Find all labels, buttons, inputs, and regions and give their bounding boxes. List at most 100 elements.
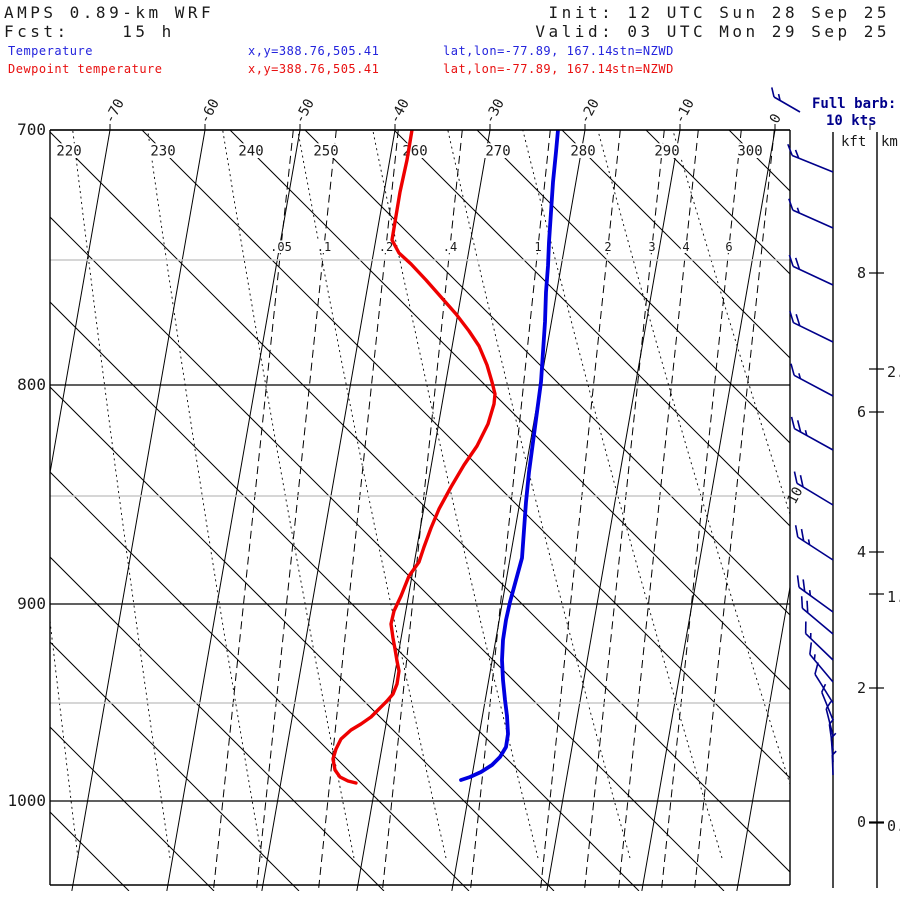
- mixing-ratio-label: .4: [443, 240, 457, 254]
- mixing-ratio-label: .2: [379, 240, 393, 254]
- isotherm-top-label: 0: [767, 111, 785, 126]
- mixing-ratio-label-bg: [268, 240, 294, 253]
- dry-adiabat-line: [141, 130, 790, 779]
- mixing-ratio-label-bg: [680, 240, 692, 253]
- isotherm-line: [451, 130, 586, 891]
- isotherm-line: [736, 584, 790, 891]
- mixing-ratio-line: [693, 130, 775, 891]
- dry-adiabat-label-bg: [568, 143, 598, 158]
- barb-legend-line1: Full barb:: [812, 96, 896, 112]
- dry-adiabat-line: [229, 130, 790, 691]
- mixing-ratio-line: [469, 130, 551, 891]
- wind-barb-icon: [800, 596, 834, 635]
- dry-adiabat-line: [50, 726, 215, 891]
- dry-adiabat-line: [476, 130, 790, 444]
- valid-time: Valid: 03 UTC Mon 29 Sep 25: [535, 22, 890, 41]
- wind-barb-icon: [770, 87, 801, 113]
- dry-adiabat-label: 240: [238, 143, 263, 159]
- moist-adiabat-line: [597, 130, 790, 786]
- kft-axis-title: kft: [841, 134, 866, 150]
- isotherm-top-label: -10: [672, 96, 698, 126]
- dewpoint-curve: [331, 130, 497, 785]
- wind-barb-icon: [790, 363, 834, 397]
- mixing-ratio-label-bg: [315, 240, 333, 253]
- isotherm-top-label: -50: [292, 96, 318, 126]
- dry-adiabat-line: [393, 130, 790, 527]
- svg-text:-60: -60: [197, 96, 223, 126]
- temperature-latlon: lat,lon=-77.89, 167.14: [443, 44, 613, 58]
- dry-adiabat-label: 300: [737, 143, 762, 159]
- model-title: AMPS 0.89-km WRF: [4, 3, 215, 22]
- svg-text:-70: -70: [102, 96, 128, 126]
- dry-adiabat-line: [50, 556, 385, 891]
- temperature-curve: [459, 130, 560, 782]
- dry-adiabat-label: 230: [150, 143, 175, 159]
- dewpoint-xy: x,y=388.76,505.41: [248, 62, 380, 76]
- moist-adiabat-line: [147, 130, 263, 859]
- plot-frame: [49, 129, 791, 886]
- dry-adiabat-label-bg: [735, 143, 765, 158]
- wind-barb-icon: [804, 621, 834, 661]
- dry-adiabat-label-bg: [54, 143, 84, 158]
- isotherm-line: [641, 130, 776, 891]
- mixing-ratio-line: [381, 130, 463, 891]
- dry-adiabat-label: 290: [654, 143, 679, 159]
- dry-adiabat-line: [50, 641, 300, 891]
- kft-tick-label: 0: [857, 813, 866, 831]
- dry-adiabat-line: [50, 131, 790, 873]
- dry-adiabat-line: [645, 130, 790, 275]
- isotherm-top-label: -60: [197, 96, 223, 126]
- km-tick-label: 0.: [887, 817, 900, 835]
- moist-adiabat-line: [672, 130, 790, 516]
- isotherm-line: [356, 130, 491, 891]
- dewpoint-legend-label: Dewpoint temperature: [8, 62, 163, 76]
- kft-tick-label: 6: [857, 403, 866, 421]
- dry-adiabat-line: [304, 130, 790, 616]
- mixing-ratio-label: 6: [725, 240, 732, 254]
- mixing-ratio-label-bg: [646, 240, 658, 253]
- mixing-ratio-label: .05: [270, 240, 292, 254]
- wind-barb-icon: [788, 198, 834, 229]
- dry-adiabat-line: [50, 811, 130, 891]
- isotherm-top-label: -40: [387, 96, 413, 126]
- mixing-ratio-line: [212, 130, 294, 891]
- temperature-legend-label: Temperature: [8, 44, 93, 58]
- wind-barb-icon: [789, 310, 834, 343]
- mixing-ratio-label: .1: [317, 240, 331, 254]
- dry-adiabat-line: [50, 386, 555, 891]
- dry-adiabat-line: [50, 301, 640, 891]
- barb-legend: Full barb:10 kts: [770, 87, 896, 129]
- mixing-ratio-label: 2: [604, 240, 611, 254]
- wind-barb-icon: [788, 254, 834, 286]
- dry-adiabat-label-bg: [483, 143, 513, 158]
- isotherm-top-label: -20: [577, 96, 603, 126]
- wind-barb-icon: [821, 683, 834, 721]
- moist-adiabat-line: [522, 130, 723, 859]
- dry-adiabat-line: [561, 130, 790, 359]
- mixing-ratio-line: [317, 130, 399, 891]
- wind-barb-icon: [825, 701, 834, 737]
- sounding-curves: [331, 130, 560, 785]
- wind-barb-icon: [809, 642, 834, 683]
- svg-text:-40: -40: [387, 96, 413, 126]
- moist-adiabat-line: [72, 130, 171, 859]
- isotherm-line: [50, 130, 111, 476]
- moist-adiabat-line: [222, 130, 355, 859]
- svg-text:-20: -20: [577, 96, 603, 126]
- mixing-ratio-line: [617, 130, 699, 891]
- pressure-axis-label: 900: [17, 594, 46, 613]
- wind-barb-icon: [794, 525, 834, 561]
- mixing-ratio-label: 4: [682, 240, 689, 254]
- isotherm-line: [546, 130, 681, 891]
- mixing-ratio-label-bg: [532, 240, 544, 253]
- dewpoint-station: stn=NZWD: [612, 62, 674, 76]
- svg-text:-50: -50: [292, 96, 318, 126]
- mixing-ratio-line: [539, 130, 621, 891]
- kft-tick-label: 2: [857, 679, 866, 697]
- isotherm-line: [166, 130, 301, 891]
- temperature-xy: x,y=388.76,505.41: [248, 44, 380, 58]
- kft-tick-label: 8: [857, 264, 866, 282]
- dry-adiabat-line: [50, 216, 725, 891]
